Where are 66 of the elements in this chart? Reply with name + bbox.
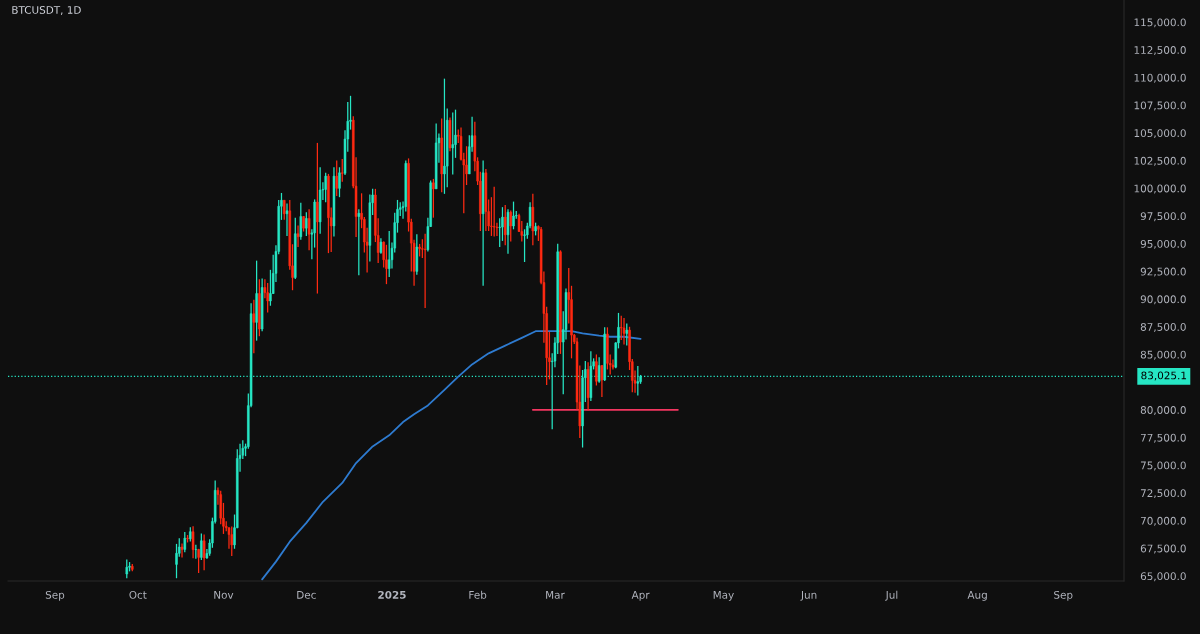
candlestick bbox=[600, 364, 604, 398]
candlestick bbox=[197, 548, 200, 574]
y-tick-label: 107,500.0 bbox=[1134, 101, 1186, 111]
y-tick-label: 97,500.0 bbox=[1140, 212, 1186, 222]
x-tick-label: Jun bbox=[800, 591, 817, 601]
candlestick bbox=[252, 299, 256, 354]
y-tick-label: 95,000.0 bbox=[1140, 239, 1186, 249]
y-tick-label: 92,500.0 bbox=[1140, 267, 1186, 277]
y-tick-label: 90,000.0 bbox=[1140, 295, 1186, 305]
candlestick bbox=[385, 244, 388, 285]
x-tick-label: Oct bbox=[129, 590, 147, 599]
x-tick-label: Mar bbox=[546, 591, 565, 599]
x-tick-label: 2025 bbox=[378, 590, 406, 599]
candlestick bbox=[498, 217, 501, 248]
candlestick bbox=[335, 159, 338, 197]
y-tick-label: 87,500.0 bbox=[1140, 323, 1186, 332]
ref-line-label: 83,025.1 bbox=[1141, 371, 1187, 381]
x-tick-label: Sep bbox=[1054, 590, 1073, 601]
x-tick-label: Nov bbox=[214, 591, 234, 599]
y-tick-label: 112,500.0 bbox=[1134, 46, 1186, 56]
candlestick bbox=[186, 534, 189, 544]
candlestick bbox=[230, 525, 233, 557]
candlestick bbox=[327, 173, 330, 254]
y-tick-label: 110,000.0 bbox=[1134, 73, 1186, 83]
line-series bbox=[261, 330, 642, 581]
y-tick-label: 72,500.0 bbox=[1140, 489, 1186, 499]
candlestick bbox=[418, 243, 421, 258]
y-tick-label: 77,500.0 bbox=[1140, 433, 1186, 443]
x-tick-label: Sep bbox=[45, 590, 65, 601]
x-tick-label: Feb bbox=[469, 590, 487, 599]
candlestick bbox=[200, 532, 203, 561]
x-tick-label: Jul bbox=[885, 590, 898, 601]
candlestick bbox=[266, 282, 269, 314]
candlestick bbox=[432, 178, 435, 219]
candlestick bbox=[620, 315, 623, 341]
candlestick bbox=[611, 358, 615, 371]
candlestick bbox=[509, 209, 512, 243]
y-tick-label: 102,500.0 bbox=[1134, 156, 1186, 166]
candlestick bbox=[423, 233, 427, 309]
y-tick-label: 100,000.0 bbox=[1134, 184, 1186, 194]
y-tick-label: 67,500.0 bbox=[1140, 544, 1186, 554]
candlestick bbox=[183, 531, 187, 553]
candlestick bbox=[324, 172, 327, 203]
candlestick bbox=[302, 215, 305, 233]
x-tick-label: Apr bbox=[631, 591, 650, 601]
candlestick bbox=[622, 317, 626, 346]
candlestick bbox=[338, 166, 341, 198]
text: BTCUSDT, 1D bbox=[12, 5, 81, 15]
candlestick bbox=[625, 322, 629, 347]
x-tick-label: Dec bbox=[297, 591, 316, 599]
y-tick-label: 105,000.0 bbox=[1134, 129, 1186, 139]
y-tick-label: 65,000.0 bbox=[1140, 572, 1186, 582]
y-tick-label: 85,000.0 bbox=[1140, 350, 1186, 360]
candlestick bbox=[125, 558, 129, 579]
candlestick bbox=[606, 326, 609, 371]
x-tick-label: May bbox=[713, 591, 734, 601]
x-tick-label: Aug bbox=[967, 591, 987, 601]
y-tick-label: 115,000.0 bbox=[1134, 18, 1186, 28]
candlestick bbox=[559, 249, 562, 355]
candlestick bbox=[341, 158, 344, 183]
y-tick-label: 75,000.0 bbox=[1140, 461, 1186, 471]
y-tick-label: 80,000.0 bbox=[1140, 406, 1186, 416]
y-tick-label: 70,000.0 bbox=[1140, 516, 1186, 526]
candlestick bbox=[269, 269, 272, 307]
candlestick bbox=[296, 224, 300, 248]
candlestick bbox=[492, 186, 496, 238]
